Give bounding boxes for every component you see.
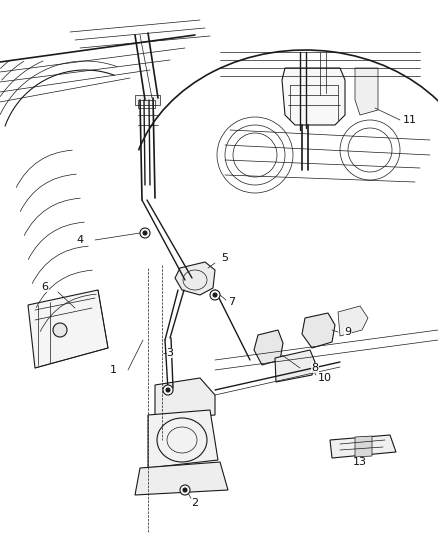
Polygon shape <box>148 410 218 468</box>
Text: 1: 1 <box>110 365 117 375</box>
Polygon shape <box>275 350 315 382</box>
Text: 7: 7 <box>229 297 236 307</box>
Circle shape <box>143 231 147 235</box>
Polygon shape <box>254 330 283 365</box>
Text: 2: 2 <box>191 498 198 508</box>
Text: 6: 6 <box>42 282 49 292</box>
Polygon shape <box>175 262 215 295</box>
Circle shape <box>183 488 187 492</box>
Text: 3: 3 <box>166 348 173 358</box>
Polygon shape <box>155 378 215 420</box>
Circle shape <box>163 385 173 395</box>
Circle shape <box>210 290 220 300</box>
Polygon shape <box>135 95 160 105</box>
Text: 4: 4 <box>77 235 84 245</box>
Text: 13: 13 <box>353 457 367 467</box>
Text: 5: 5 <box>222 253 229 263</box>
Text: 9: 9 <box>344 327 352 337</box>
Polygon shape <box>135 462 228 495</box>
Polygon shape <box>302 313 335 348</box>
Polygon shape <box>338 306 368 336</box>
Text: 11: 11 <box>403 115 417 125</box>
Circle shape <box>213 293 217 297</box>
Polygon shape <box>355 68 378 115</box>
Polygon shape <box>355 436 372 457</box>
Circle shape <box>53 323 67 337</box>
Text: 8: 8 <box>311 363 318 373</box>
Text: 10: 10 <box>318 373 332 383</box>
Polygon shape <box>330 435 396 458</box>
Polygon shape <box>282 68 345 125</box>
Circle shape <box>166 388 170 392</box>
Circle shape <box>180 485 190 495</box>
Circle shape <box>140 228 150 238</box>
Polygon shape <box>28 290 108 368</box>
